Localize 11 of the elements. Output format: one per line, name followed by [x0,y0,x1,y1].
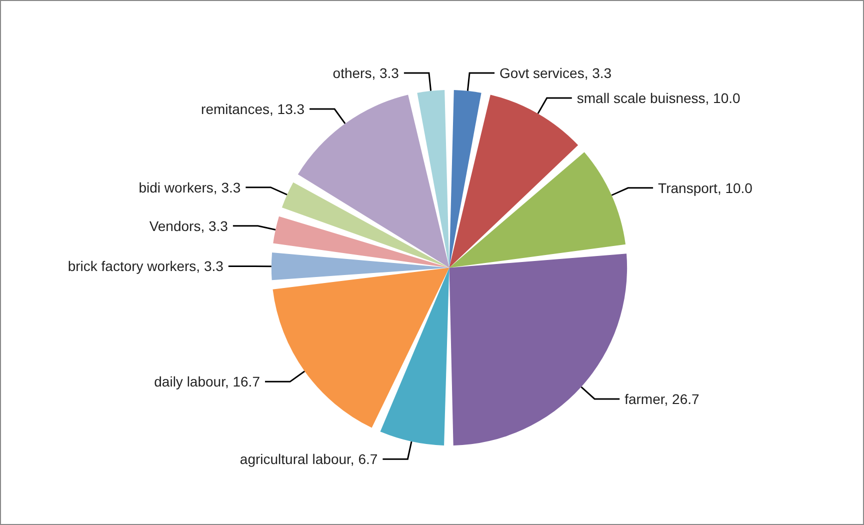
slice-label: agricultural labour, 6.7 [240,451,378,468]
slice-label: others, 3.3 [332,64,400,81]
slice-label: Govt services, 3.3 [500,64,612,81]
slice-label: bidi workers, 3.3 [138,179,241,196]
slice-label: Transport, 10.0 [658,180,753,196]
slice-label: brick factory workers, 3.3 [68,258,224,274]
slice-label: farmer, 26.7 [624,390,700,407]
slice-label: daily labour, 16.7 [154,374,260,390]
slice-label: Vendors, 3.3 [149,218,228,234]
slice-label: remitances, 13.3 [201,101,305,118]
slice-label: small scale buisness, 10.0 [576,90,741,106]
